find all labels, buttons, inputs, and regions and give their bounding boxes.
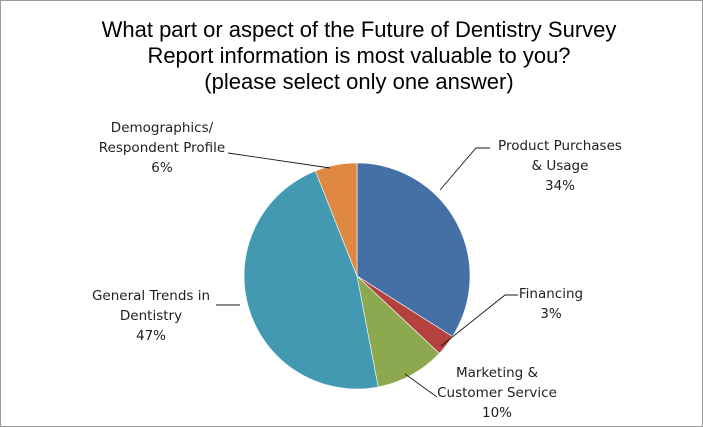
data-label-percent: 6% bbox=[151, 160, 173, 176]
data-label-category: Product Purchases bbox=[498, 138, 622, 154]
leader-line-3 bbox=[404, 373, 438, 398]
chart-title-line-2: Report information is most valuable to y… bbox=[147, 43, 571, 68]
pie-slices bbox=[243, 162, 471, 390]
leader-line-5 bbox=[227, 152, 331, 169]
chart-title: What part or aspect of the Future of Den… bbox=[41, 17, 677, 95]
pie-slice-3 bbox=[356, 275, 440, 388]
data-label-3: Marketing & Customer Service 10% bbox=[437, 365, 557, 421]
pie-slice-5 bbox=[315, 162, 358, 277]
data-label-percent: 3% bbox=[540, 306, 562, 322]
data-label-category: Demographics/ bbox=[111, 120, 214, 136]
data-label-category: Financing bbox=[519, 286, 583, 302]
data-label-category: General Trends in bbox=[92, 288, 210, 304]
data-label-percent: 47% bbox=[136, 328, 166, 344]
data-label-category: Customer Service bbox=[437, 385, 557, 401]
data-labels: Product Purchases & Usage 34% Financing 3% Ma… bbox=[92, 120, 622, 421]
pie-slice-1 bbox=[356, 162, 471, 337]
data-label-category: Marketing & bbox=[456, 365, 539, 381]
leader-line-2 bbox=[440, 294, 518, 347]
data-label-category: & Usage bbox=[532, 158, 589, 174]
data-label-percent: 34% bbox=[545, 178, 575, 194]
data-label-2: Financing 3% bbox=[519, 286, 583, 322]
leader-lines bbox=[216, 147, 518, 398]
data-label-5: Demographics/Respondent Profile 6% bbox=[99, 120, 226, 176]
data-label-1: Product Purchases & Usage 34% bbox=[498, 138, 622, 194]
chart-title-line-3: (please select only one answer) bbox=[204, 69, 514, 94]
data-label-category: Dentistry bbox=[120, 308, 182, 324]
data-label-category: Respondent Profile bbox=[99, 140, 226, 156]
data-label-percent: 10% bbox=[482, 405, 512, 421]
data-label-4: General Trends in Dentistry 47% bbox=[92, 288, 210, 344]
chart-title-line-1: What part or aspect of the Future of Den… bbox=[101, 17, 617, 42]
pie-slice-4 bbox=[243, 170, 379, 390]
leader-line-1 bbox=[439, 147, 490, 191]
